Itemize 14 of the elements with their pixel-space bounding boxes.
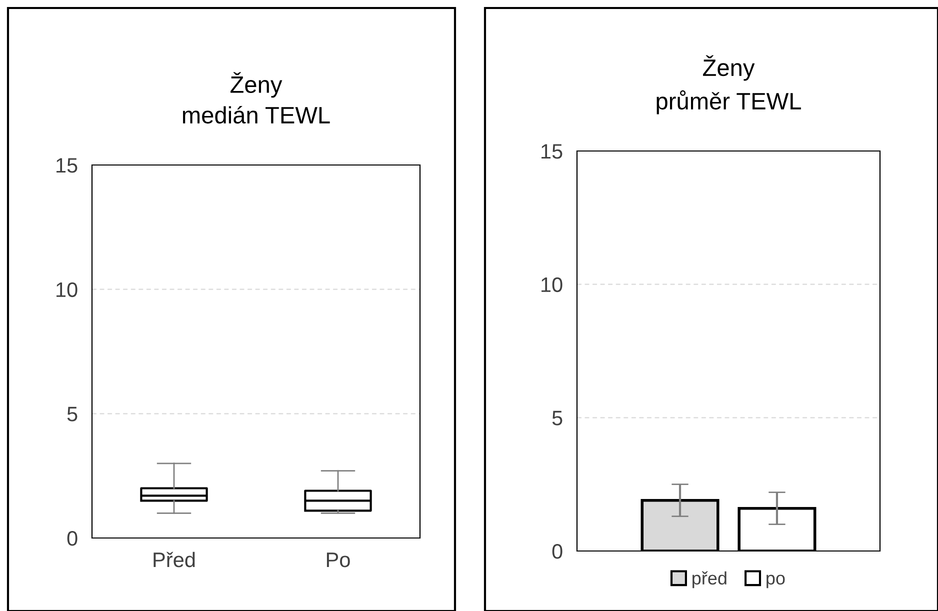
y-tick-label: 10 <box>56 282 78 298</box>
y-tick-label: 0 <box>67 531 78 546</box>
y-tick-label: 5 <box>552 410 562 426</box>
legend-label: před <box>692 571 726 588</box>
chart-title: Ženy medián TEWL <box>182 72 330 124</box>
y-tick-label: 5 <box>67 406 78 422</box>
legend-label: po <box>766 574 785 588</box>
x-tick-label: Po <box>326 552 350 568</box>
y-tick-label: 10 <box>542 277 562 292</box>
y-tick-label: 15 <box>56 158 78 173</box>
y-tick-label: 0 <box>552 544 562 559</box>
chart-title: Ženy průměr TEWL <box>656 55 801 114</box>
x-tick-label: Před <box>154 552 195 568</box>
y-tick-label: 15 <box>542 144 562 159</box>
